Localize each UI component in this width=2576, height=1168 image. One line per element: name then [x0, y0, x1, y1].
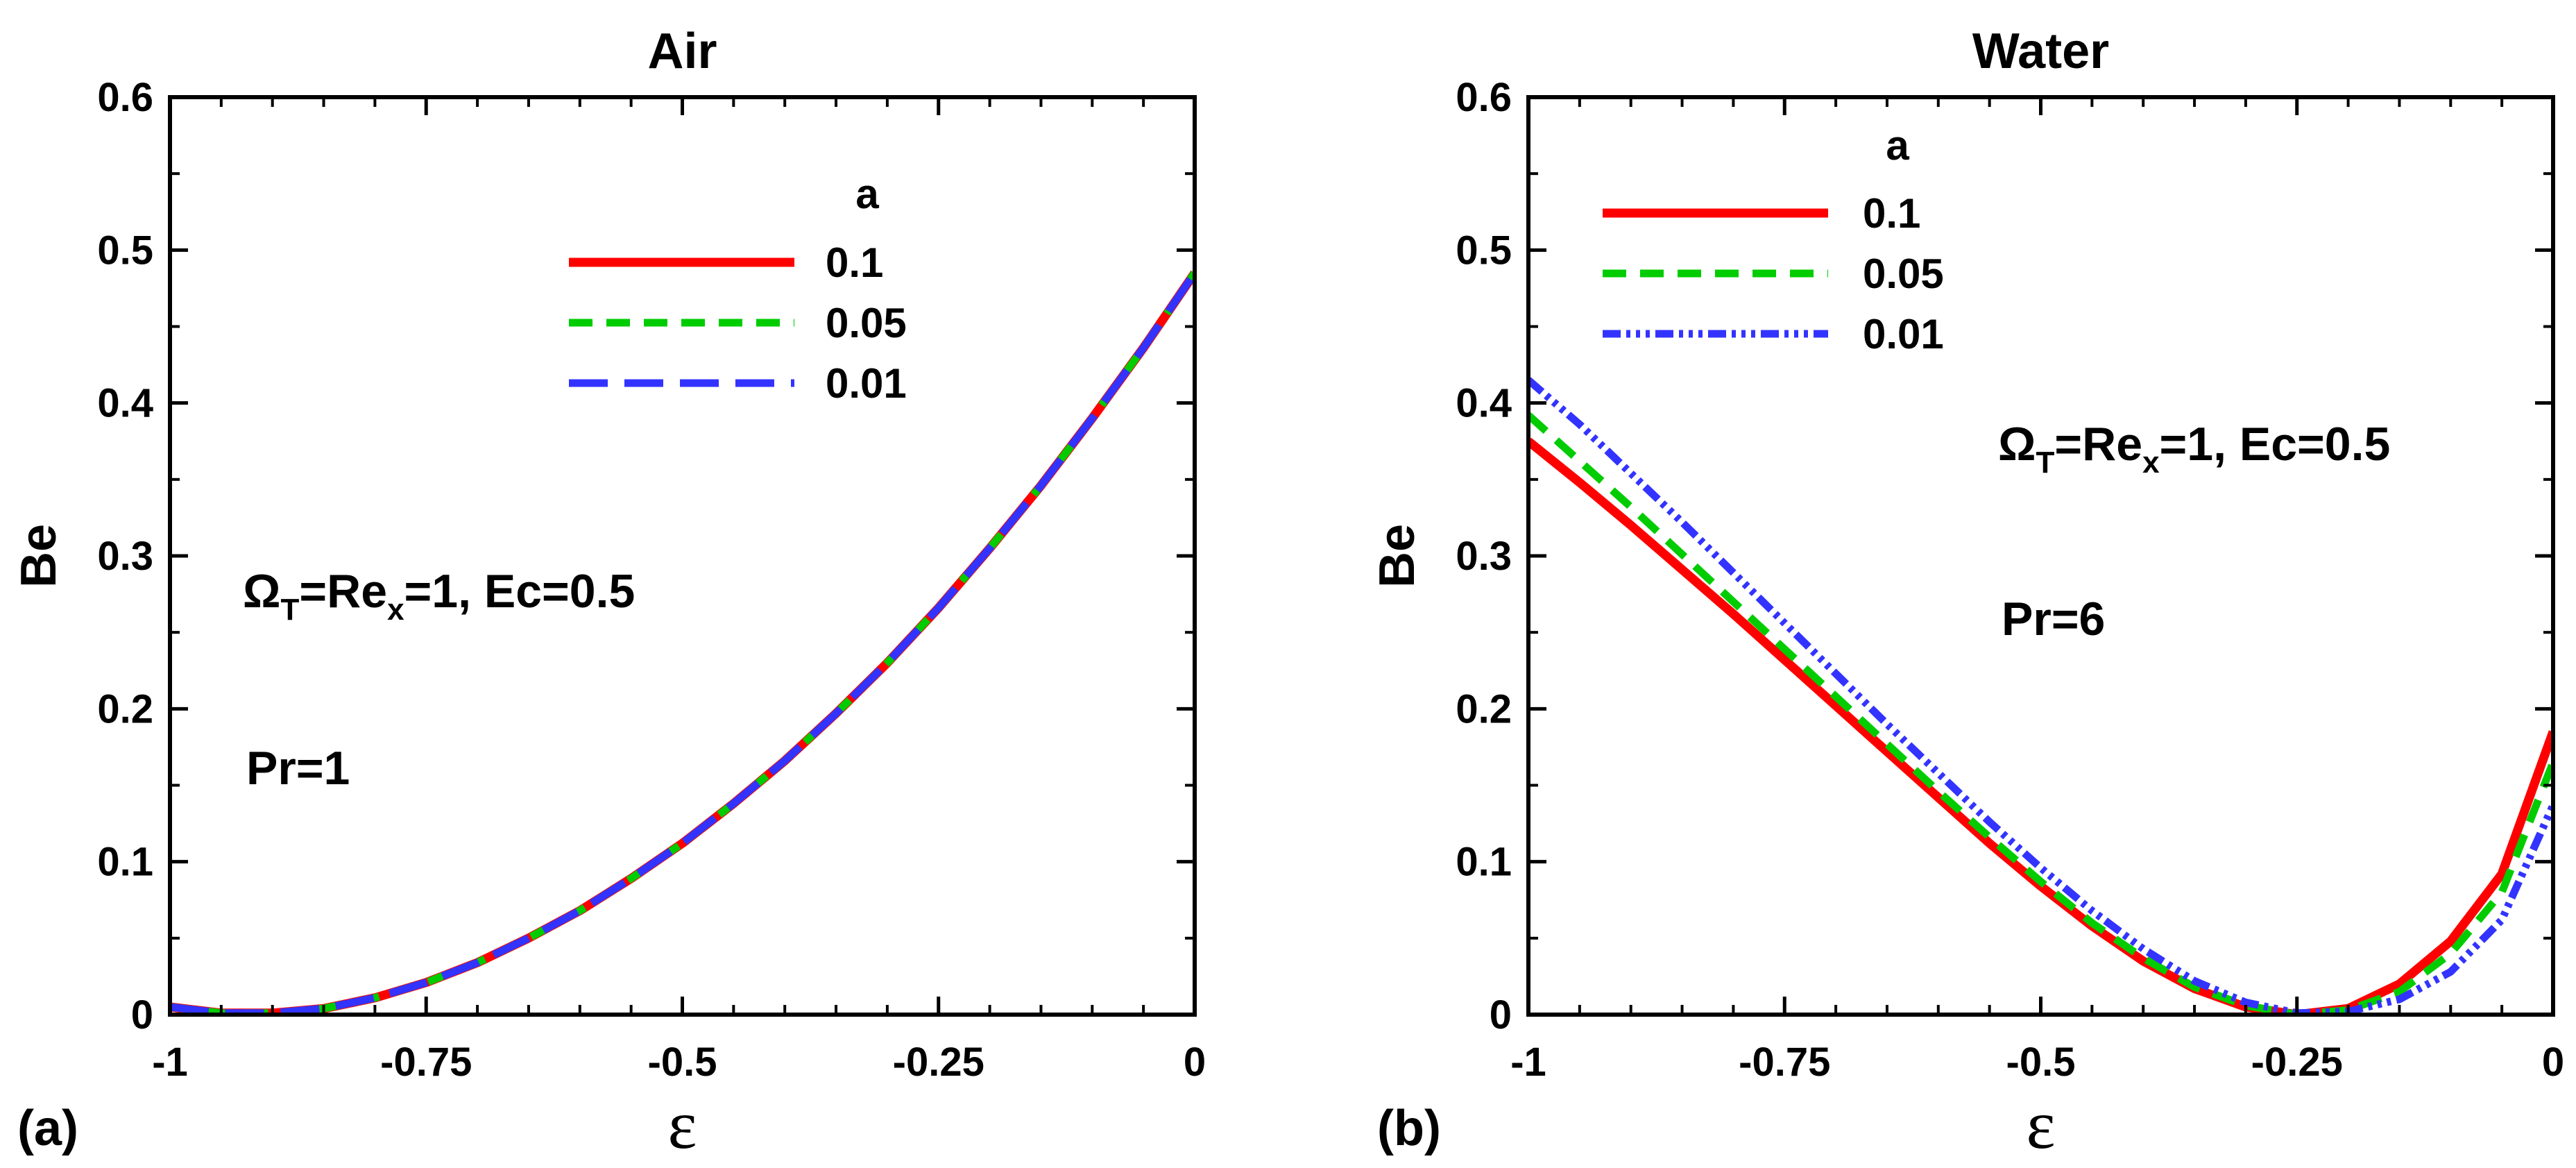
legend-label-0.1: 0.1	[826, 239, 883, 286]
annotation-part: =Re	[2054, 418, 2142, 471]
y-tick-label: 0.6	[97, 75, 153, 120]
legend-label-0.05: 0.05	[1863, 251, 1944, 297]
y-tick-label: 0.5	[1456, 228, 1512, 273]
annotation-part: x	[387, 593, 404, 627]
x-axis-label: ε	[2027, 1086, 2056, 1163]
chart-title: Air	[647, 24, 717, 79]
legend-title: a	[855, 171, 879, 217]
series-group	[1528, 377, 2553, 1015]
x-tick-label: -0.75	[1739, 1040, 1830, 1085]
x-tick-label: -0.75	[380, 1040, 472, 1085]
panel-water: 0 0.1 0.2 0.3 0.4 0.5 0.6 -1 -0.75 -0.5 -0.25 0 Wate…	[1370, 24, 2564, 1163]
legend-label-0.05: 0.05	[826, 300, 907, 346]
y-tick-label: 0.4	[1456, 381, 1512, 426]
panel-air: 0 0.1 0.2 0.3 0.4 0.5 0.6 -1 -0.75 -0.5 -0.25 0 Air ε…	[11, 24, 1206, 1163]
annotation-part: Pr=1	[246, 742, 350, 795]
legend: a 0.1 0.05 0.01	[1603, 122, 1944, 357]
legend: a 0.1 0.05 0.01	[569, 171, 907, 407]
y-tick-label: 0.3	[97, 534, 153, 579]
annotation-part: Ω	[1998, 418, 2036, 471]
y-tick-label: 0.3	[1456, 534, 1512, 579]
x-tick-label: -0.25	[893, 1040, 984, 1085]
series-group	[170, 270, 1195, 1015]
legend-label-0.01: 0.01	[826, 360, 907, 407]
y-tick-label: 0.6	[1456, 75, 1512, 120]
legend-label-0.01: 0.01	[1863, 311, 1944, 357]
annotation-part: =Re	[299, 565, 387, 618]
series-line-0.01	[170, 271, 1195, 1015]
series-line-0.05	[1528, 412, 2553, 1015]
y-tick-label: 0.1	[97, 840, 153, 885]
annotation-part: T	[2036, 446, 2055, 480]
y-axis-label: Be	[1370, 524, 1425, 588]
panel-label: (b)	[1377, 1101, 1441, 1156]
x-tick-label: -0.25	[2251, 1040, 2343, 1085]
annotation-part: T	[281, 593, 300, 627]
panel-label: (a)	[17, 1101, 78, 1156]
x-tick-label: 0	[1184, 1040, 1206, 1085]
legend-title: a	[1886, 122, 1909, 169]
annotation-line-1: ΩT=Rex=1, Ec=0.5	[1998, 418, 2390, 480]
y-tick-label: 0.4	[97, 381, 153, 426]
annotation-part: =1, Ec=0.5	[404, 565, 636, 618]
y-tick-label: 0.1	[1456, 840, 1512, 885]
x-tick-label: -1	[152, 1040, 188, 1085]
legend-label-0.1: 0.1	[1863, 190, 1920, 237]
plot-frame	[168, 95, 1197, 1017]
x-tick-label: -0.5	[2006, 1040, 2076, 1085]
x-tick-label: 0	[2542, 1040, 2564, 1085]
annotation-line-2: Pr=1	[246, 742, 350, 795]
x-axis-label: ε	[668, 1086, 697, 1163]
y-tick-label: 0	[131, 992, 153, 1038]
y-tick-label: 0.2	[1456, 686, 1512, 731]
y-tick-label: 0.2	[97, 686, 153, 731]
y-tick-label: 0	[1490, 992, 1512, 1038]
annotation-part: =1, Ec=0.5	[2160, 418, 2391, 471]
annotation-line-2: Pr=6	[2002, 593, 2105, 645]
annotation-line-1: ΩT=Rex=1, Ec=0.5	[243, 565, 635, 627]
y-axis-label: Be	[11, 524, 67, 588]
x-tick-label: -0.5	[648, 1040, 717, 1085]
y-tick-label: 0.5	[97, 228, 153, 273]
annotation-part: Pr=6	[2002, 593, 2105, 645]
annotation-part: Ω	[243, 565, 281, 618]
x-tick-label: -1	[1510, 1040, 1546, 1085]
chart-title: Water	[1972, 24, 2109, 79]
annotation-part: x	[2142, 446, 2160, 480]
